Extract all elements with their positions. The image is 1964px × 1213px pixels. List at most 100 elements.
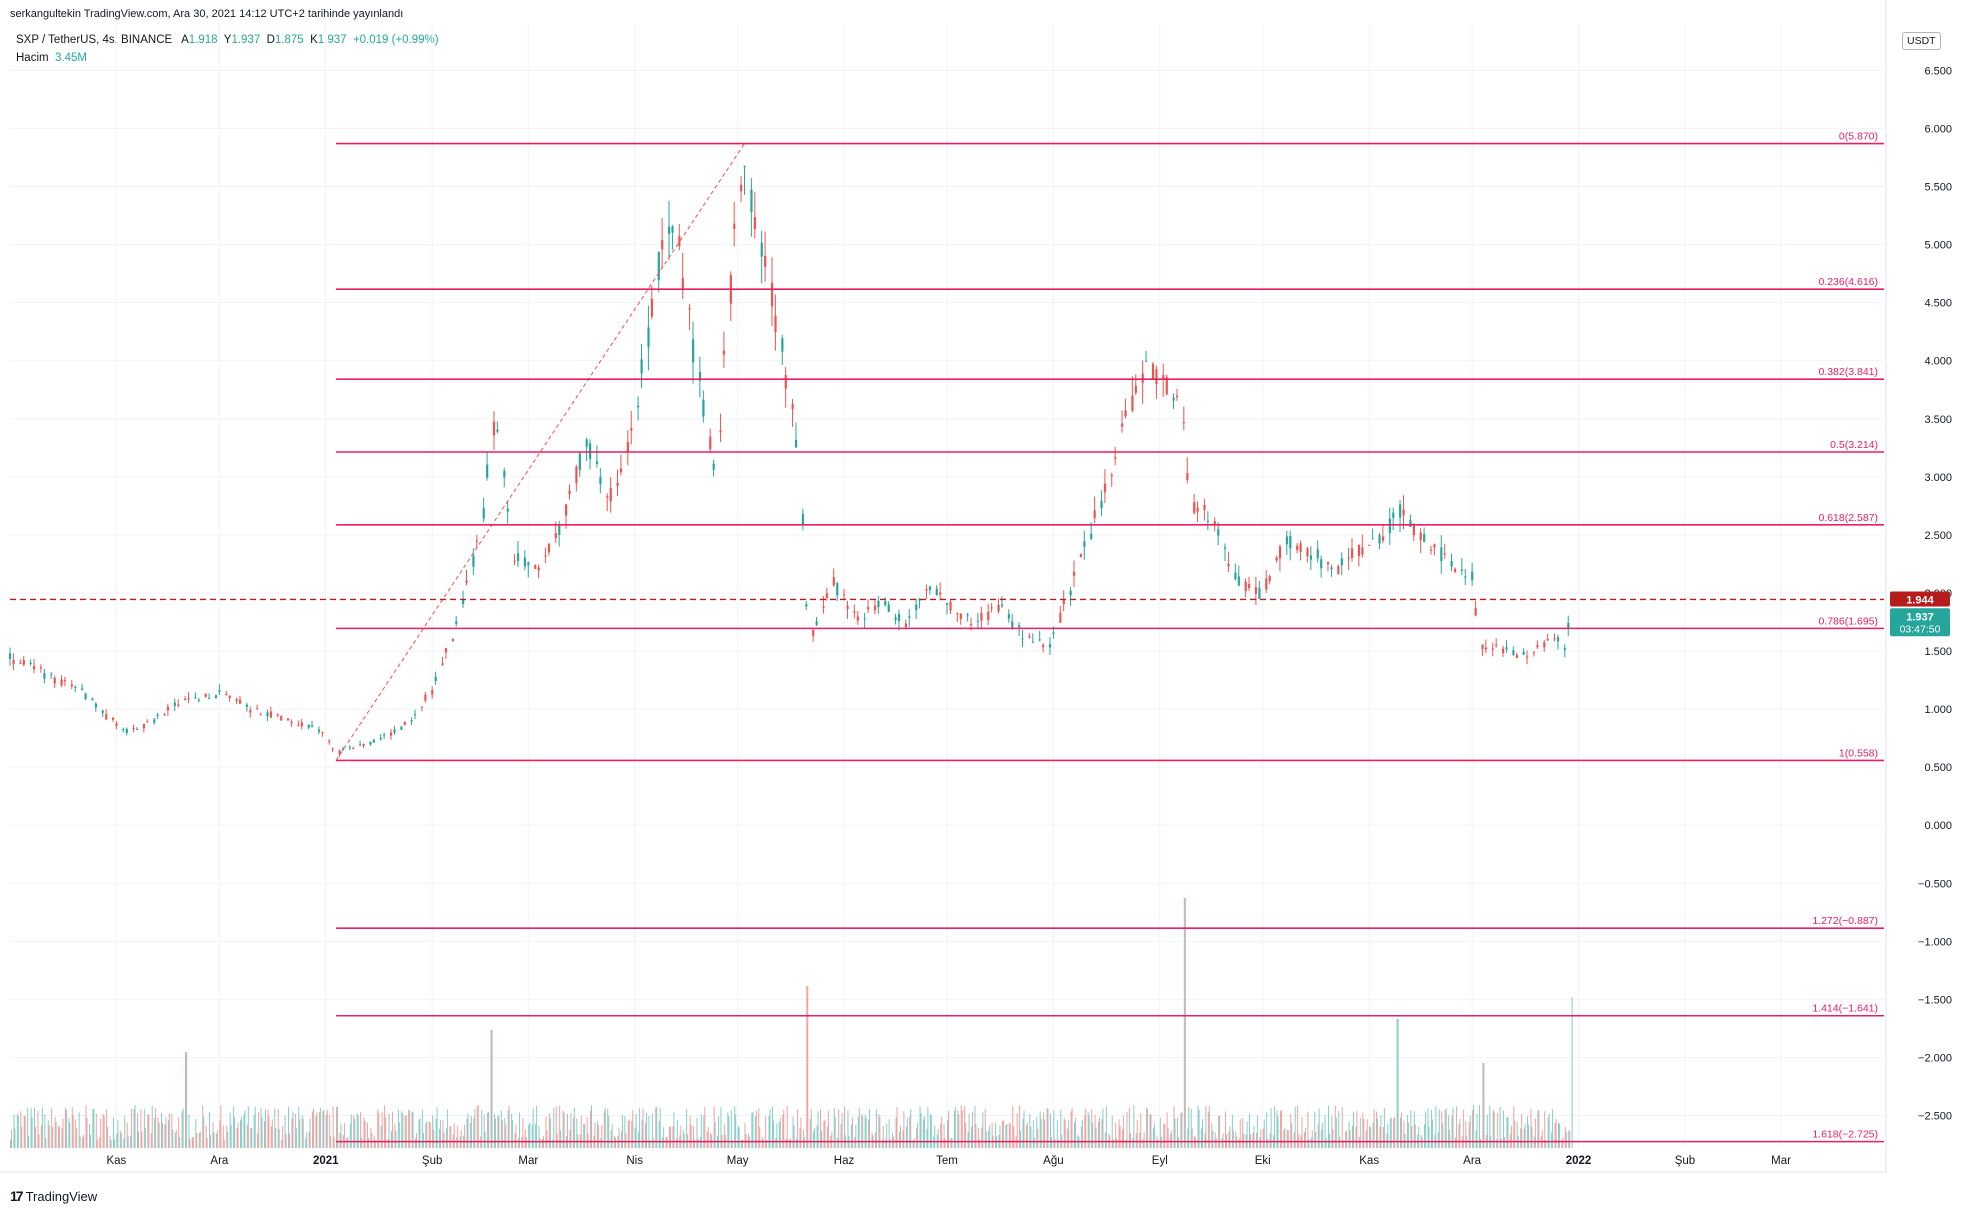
volume-bar: [501, 1120, 503, 1148]
volume-bar: [103, 1115, 105, 1148]
volume-bar: [902, 1130, 904, 1148]
volume-bar: [649, 1139, 651, 1148]
candle-body: [527, 562, 530, 566]
volume-bar: [1410, 1110, 1412, 1148]
volume-bar: [1201, 1119, 1203, 1148]
candle-body: [1165, 376, 1168, 395]
candle-body: [53, 677, 56, 684]
candle-body: [1429, 549, 1433, 551]
volume-bar: [110, 1139, 112, 1148]
candle-body: [462, 599, 465, 605]
tradingview-logo[interactable]: 17 TradingView: [10, 1188, 97, 1204]
volume-bar: [1547, 1117, 1549, 1148]
volume-bar: [682, 1130, 684, 1148]
volume-bar: [802, 1129, 804, 1148]
volume-bar: [1524, 1123, 1526, 1148]
volume-bar: [109, 1135, 111, 1148]
volume-bar: [1492, 1109, 1494, 1148]
volume-bar: [61, 1128, 63, 1148]
volume-bar: [909, 1116, 911, 1148]
volume-bar: [281, 1139, 283, 1148]
candle-body: [1330, 567, 1333, 570]
volume-bar: [270, 1126, 272, 1148]
candle-body: [702, 399, 705, 417]
candle-body: [774, 315, 777, 333]
volume-bar: [282, 1126, 284, 1148]
volume-bar: [961, 1110, 963, 1148]
volume-bar: [1231, 1114, 1233, 1148]
volume-bar: [1284, 1127, 1286, 1148]
volume-bar: [1438, 1109, 1440, 1148]
volume-bar: [541, 1139, 543, 1148]
volume-bar: [181, 1111, 183, 1148]
volume-bar: [1425, 1111, 1427, 1148]
volume-bar: [1390, 1117, 1392, 1148]
candle-body: [894, 617, 897, 621]
volume-bar: [1571, 997, 1573, 1148]
volume-bar: [1380, 1115, 1382, 1148]
volume-bar: [841, 1112, 843, 1148]
volume-bar: [1396, 1019, 1398, 1148]
candle-body: [369, 741, 372, 745]
volume-bar: [1267, 1138, 1269, 1148]
volume-label[interactable]: Hacim: [16, 52, 49, 64]
volume-bar: [847, 1110, 849, 1148]
volume-bar: [234, 1116, 236, 1148]
volume-bar: [1025, 1125, 1027, 1148]
fib-level-label: 1.272(−0.887): [1812, 915, 1878, 927]
volume-bar: [1465, 1120, 1467, 1148]
candle-body: [1453, 568, 1457, 572]
volume-bar: [174, 1132, 176, 1148]
candle-body: [403, 722, 406, 725]
volume-bar: [24, 1116, 26, 1148]
candle-body: [516, 553, 520, 562]
volume-bar: [1105, 1106, 1107, 1148]
volume-bar: [1142, 1138, 1144, 1148]
volume-bar: [1249, 1113, 1251, 1148]
volume-bar: [264, 1109, 266, 1148]
volume-bar: [395, 1131, 397, 1148]
volume-bar: [1389, 1118, 1391, 1148]
volume-bar: [436, 1107, 438, 1148]
volume-bar: [1279, 1111, 1281, 1148]
candle-body: [1388, 518, 1391, 534]
y-tick-label: 3.000: [1924, 472, 1952, 484]
candle-body: [84, 693, 87, 699]
volume-bar: [844, 1106, 846, 1148]
symbol-name[interactable]: SXP / TetherUS, 4s, BINANCE: [16, 34, 173, 46]
candle-body: [626, 442, 630, 453]
volume-bar: [525, 1137, 527, 1148]
volume-bar: [995, 1122, 997, 1148]
candle-body: [81, 688, 84, 690]
volume-bar: [165, 1116, 167, 1148]
volume-bar: [1219, 1115, 1221, 1148]
volume-bar: [779, 1117, 781, 1148]
volume-bar: [972, 1111, 974, 1148]
volume-bar: [1183, 898, 1185, 1148]
volume-bar: [1379, 1126, 1381, 1148]
volume-bar: [340, 1123, 342, 1148]
volume-bar: [206, 1137, 208, 1148]
currency-button[interactable]: USDT: [1902, 32, 1941, 50]
volume-bar: [563, 1112, 565, 1148]
candle-body: [836, 583, 839, 596]
volume-bar: [384, 1105, 386, 1148]
volume-bar: [827, 1110, 829, 1148]
candle-body: [122, 729, 125, 731]
candle-body: [609, 487, 612, 502]
volume-bar: [1242, 1118, 1244, 1148]
candle-body: [568, 490, 571, 495]
volume-bar: [734, 1106, 736, 1148]
volume-bar: [755, 1110, 757, 1148]
volume-bar: [1557, 1122, 1559, 1148]
volume-bar: [628, 1119, 630, 1148]
volume-bar: [778, 1122, 780, 1148]
candle-body: [362, 743, 365, 746]
volume-bar: [1092, 1122, 1094, 1148]
volume-bar: [1119, 1126, 1121, 1148]
candle-body: [733, 223, 736, 229]
candle-body: [537, 567, 540, 571]
volume-bar: [1256, 1115, 1258, 1148]
volume-bar: [1149, 1113, 1151, 1148]
